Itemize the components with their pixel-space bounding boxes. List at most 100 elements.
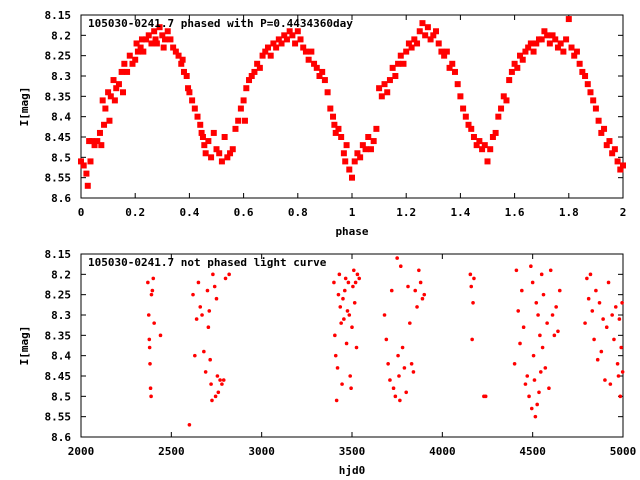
y-tick-label: 8.55 <box>45 172 72 185</box>
data-point <box>395 60 402 67</box>
data-point <box>415 305 419 309</box>
data-point <box>609 150 616 157</box>
data-point <box>611 146 618 153</box>
data-point <box>147 345 152 350</box>
data-point <box>197 121 204 128</box>
data-point <box>465 121 472 128</box>
data-point <box>419 20 426 27</box>
data-point <box>102 105 109 112</box>
data-point <box>164 28 171 35</box>
data-point <box>576 60 583 67</box>
data-point <box>586 296 591 301</box>
x-tick-label: 0.2 <box>125 206 145 219</box>
data-point <box>433 28 440 35</box>
data-point <box>196 280 201 285</box>
data-point <box>547 386 551 391</box>
data-point <box>409 362 414 366</box>
chart-title: 105030-0241.7 not phased light curve <box>88 256 327 269</box>
data-point <box>508 68 515 75</box>
x-tick-label: 0.6 <box>234 206 254 219</box>
data-point <box>319 68 326 75</box>
data-point <box>357 154 364 161</box>
data-point <box>500 93 507 100</box>
data-point <box>98 142 105 149</box>
data-point <box>158 333 163 338</box>
data-point <box>207 309 212 313</box>
data-point <box>603 378 607 382</box>
data-point <box>259 52 266 59</box>
data-point <box>137 44 144 51</box>
data-point <box>340 150 347 157</box>
data-point <box>270 40 277 47</box>
data-point <box>476 138 483 145</box>
data-point <box>400 345 405 350</box>
data-point <box>422 32 429 39</box>
data-point <box>359 142 366 149</box>
data-point <box>521 325 526 330</box>
data-point <box>376 85 383 92</box>
data-point <box>531 353 536 358</box>
data-point <box>587 89 594 96</box>
data-point <box>598 129 605 136</box>
data-point <box>545 321 549 325</box>
data-point <box>614 158 621 165</box>
y-tick-label: 8.6 <box>51 192 71 205</box>
data-point <box>348 374 352 378</box>
data-point <box>405 40 412 47</box>
data-point <box>83 170 90 177</box>
data-point <box>91 142 98 149</box>
data-point <box>132 56 139 63</box>
x-tick-label: 1 <box>349 206 356 219</box>
data-point <box>481 142 488 149</box>
data-point <box>471 301 475 305</box>
data-point <box>367 146 374 153</box>
data-point <box>147 337 152 342</box>
data-point <box>324 89 331 96</box>
data-point <box>187 423 192 427</box>
data-point <box>267 52 274 59</box>
data-point <box>227 272 231 277</box>
data-point <box>214 296 219 301</box>
data-point <box>216 150 223 157</box>
data-point <box>606 138 613 145</box>
data-point <box>411 370 416 374</box>
data-point <box>519 56 526 63</box>
data-point <box>339 321 343 325</box>
data-point <box>273 44 280 51</box>
data-point <box>532 378 537 382</box>
data-point <box>223 276 228 281</box>
x-tick-label: 1.6 <box>505 206 525 219</box>
y-tick-label: 8.5 <box>51 151 71 164</box>
data-point <box>338 305 343 309</box>
y-tick-label: 8.15 <box>45 9 72 22</box>
data-point <box>232 125 239 132</box>
x-axis-label: phase <box>335 225 368 238</box>
x-tick-label: 2 <box>620 206 627 219</box>
data-point <box>579 68 586 75</box>
data-point <box>406 284 410 289</box>
data-point <box>220 382 224 386</box>
data-point <box>343 276 348 281</box>
data-point <box>386 77 393 84</box>
data-point <box>503 97 510 104</box>
data-point <box>592 105 599 112</box>
data-point <box>300 44 307 51</box>
data-point <box>148 40 155 47</box>
data-point <box>517 52 524 59</box>
data-point <box>617 166 624 173</box>
data-point <box>548 268 553 273</box>
data-point <box>393 394 398 399</box>
data-point <box>330 113 337 120</box>
data-point <box>113 85 120 92</box>
data-point <box>334 398 339 403</box>
x-tick-label: 0.8 <box>288 206 308 219</box>
data-point <box>538 36 545 43</box>
data-point <box>563 36 570 43</box>
data-point <box>590 309 595 313</box>
data-point <box>353 280 358 285</box>
x-tick-label: 3000 <box>248 445 275 458</box>
data-point <box>237 105 244 112</box>
x-tick-label: 0 <box>78 206 85 219</box>
data-point <box>408 44 415 51</box>
data-point <box>384 89 391 96</box>
